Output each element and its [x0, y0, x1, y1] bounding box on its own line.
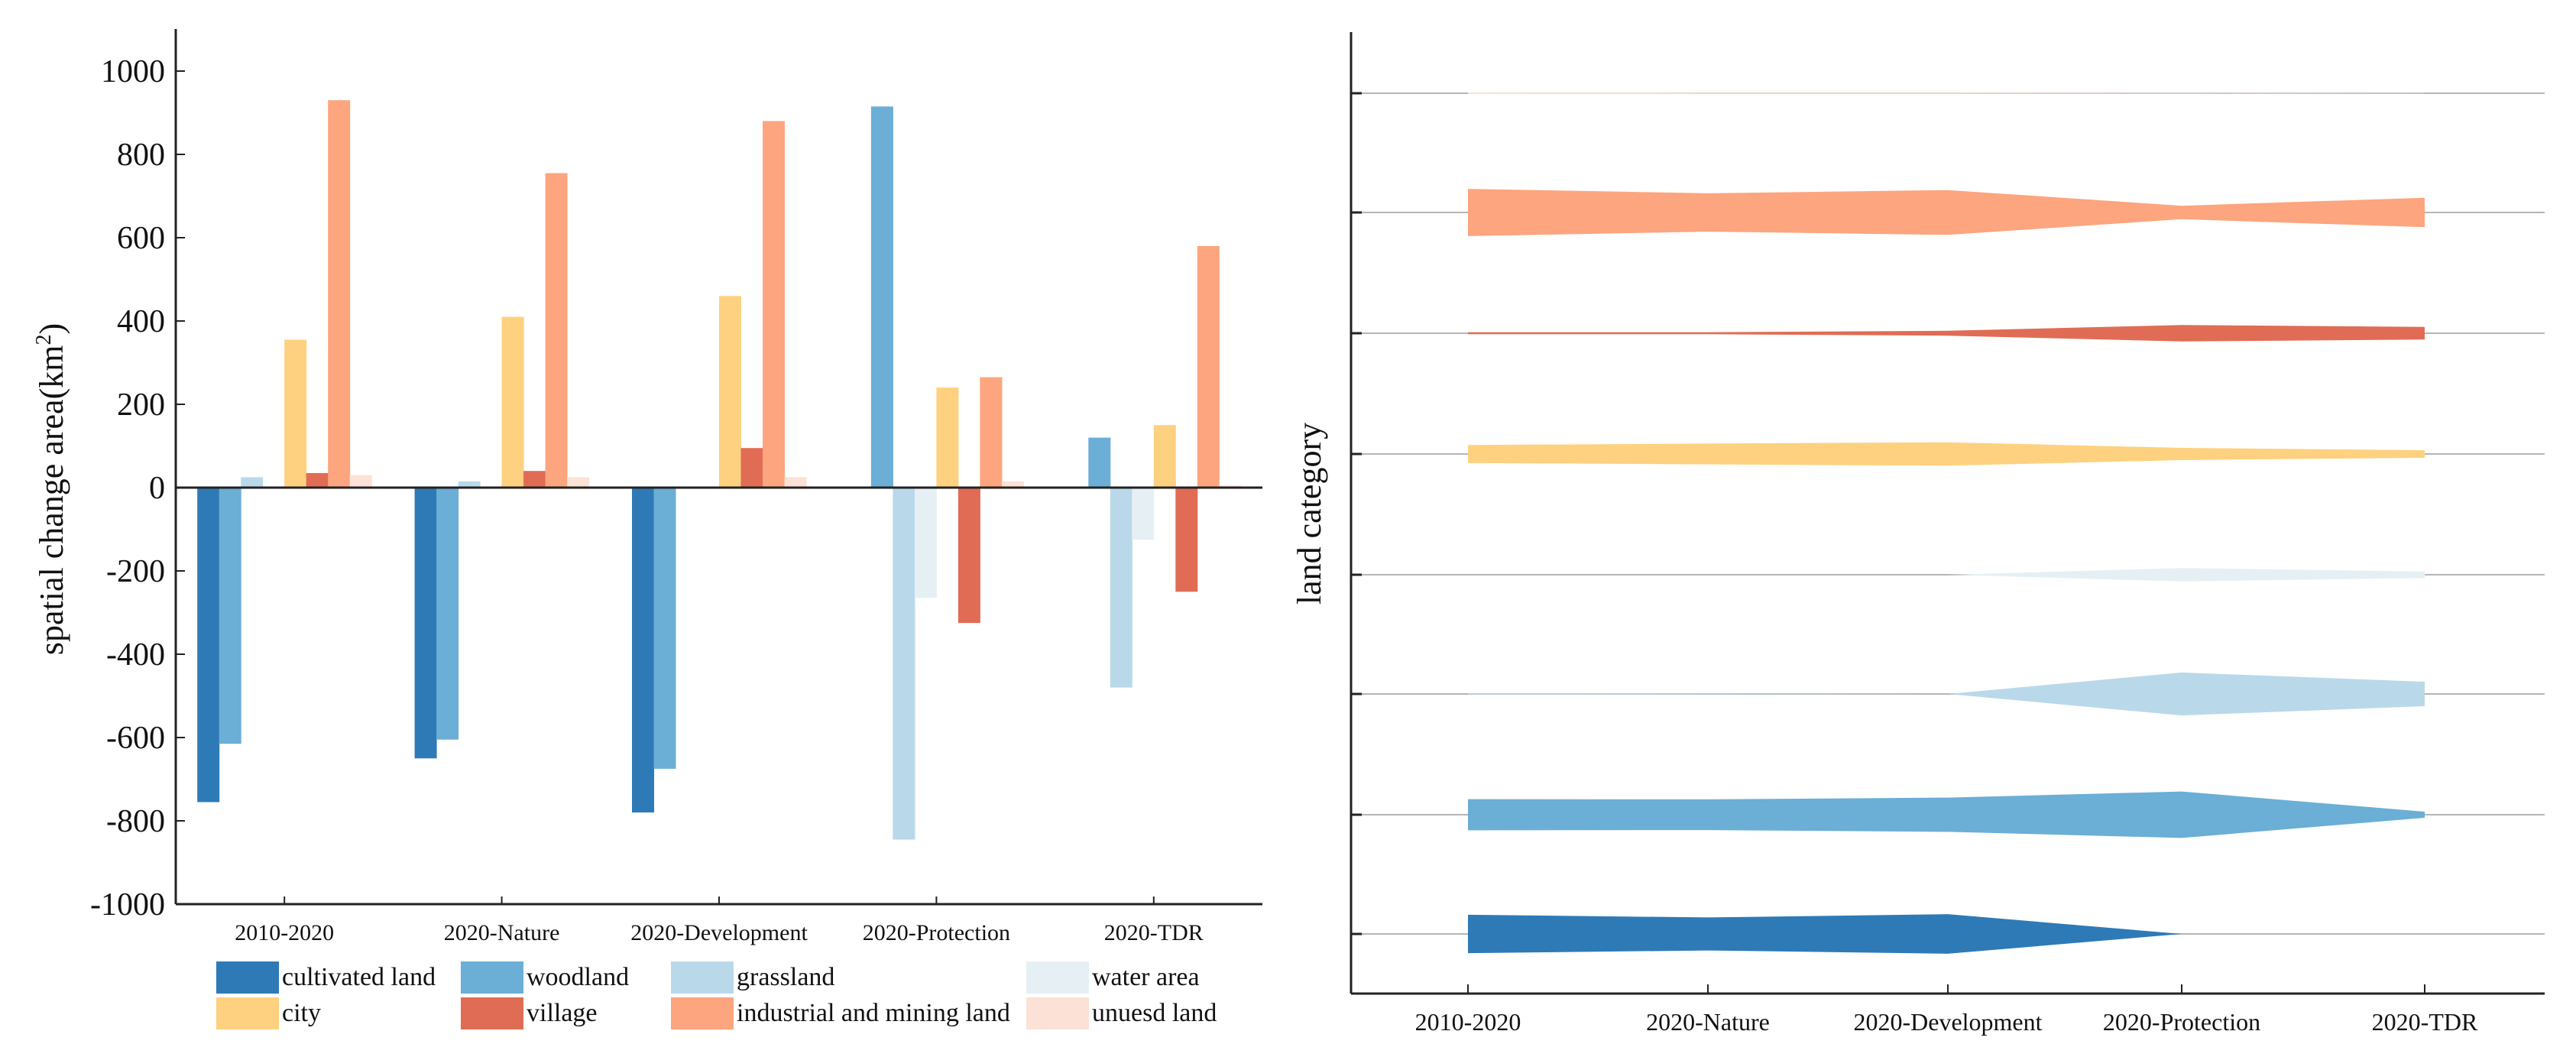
bar-city-2010-2020	[284, 339, 307, 488]
bar-cultivated-land-2020-Nature	[414, 488, 437, 759]
bar-x-tick-label: 2020-Nature	[444, 920, 560, 945]
band-cultivated-land	[1468, 914, 2425, 954]
bar-water-area-2020-Protection	[914, 488, 937, 598]
band-village	[1468, 325, 2425, 342]
legend-swatch	[461, 961, 523, 994]
legend-swatch	[671, 961, 734, 994]
bar-grassland-2010-2020	[241, 477, 264, 488]
bar-village-2020-Nature	[523, 471, 546, 488]
bar-woodland-2020-TDR	[1088, 437, 1111, 488]
bar-y-tick-label: 600	[117, 221, 165, 256]
band-industrial-and-mining-land	[1468, 189, 2425, 236]
legend: cultivated land woodland grassland water ar…	[216, 961, 1217, 1029]
bar-industrial-and-mining-land-2010-2020	[328, 100, 351, 488]
bar-woodland-2010-2020	[219, 488, 241, 744]
bar-industrial-and-mining-land-2020-Nature	[545, 173, 568, 488]
bar-city-2020-Nature	[501, 316, 524, 488]
band-x-tick-label: 2010-2020	[1415, 1008, 1521, 1036]
bar-y-tick-label: 1000	[101, 54, 165, 89]
legend-item: water area	[1026, 961, 1200, 994]
bar-unuesd-land-2020-Nature	[567, 477, 590, 488]
bar-y-tick-label: -400	[106, 637, 165, 673]
bar-industrial-and-mining-land-2020-Development	[763, 121, 785, 488]
bar-unuesd-land-2020-Protection	[1001, 481, 1024, 488]
bar-village-2020-TDR	[1175, 488, 1198, 592]
band-x-tick-label: 2020-Development	[1853, 1008, 2042, 1036]
legend-swatch	[671, 997, 734, 1029]
bar-industrial-and-mining-land-2020-TDR	[1197, 245, 1220, 488]
bar-y-tick-label: 800	[117, 138, 165, 173]
bar-grassland-2020-Protection	[893, 488, 915, 840]
band-x-tick-label: 2020-Nature	[1646, 1008, 1770, 1036]
legend-swatch	[1026, 961, 1089, 994]
bar-y-tick-label: -1000	[90, 887, 165, 922]
bar-y-tick-label: -200	[106, 554, 165, 589]
bar-x-tick-label: 2010-2020	[235, 920, 334, 945]
band-city	[1468, 442, 2425, 466]
bar-city-2020-Development	[719, 296, 741, 488]
bar-village-2020-Development	[740, 448, 763, 488]
legend-label: grassland	[737, 963, 834, 991]
bar-x-tick-label: 2020-Protection	[863, 920, 1010, 945]
bar-industrial-and-mining-land-2020-Protection	[980, 377, 1003, 488]
bar-water-area-2020-TDR	[1132, 488, 1155, 540]
legend-item: grassland	[671, 961, 834, 994]
bar-unuesd-land-2020-Development	[784, 477, 807, 488]
legend-label: woodland	[527, 963, 629, 991]
bar-x-tick-label: 2020-TDR	[1104, 920, 1204, 945]
legend-item: unuesd land	[1026, 997, 1217, 1029]
legend-label: unuesd land	[1092, 999, 1217, 1027]
bar-unuesd-land-2010-2020	[349, 475, 372, 488]
legend-item: city	[216, 997, 321, 1029]
bar-woodland-2020-Nature	[436, 488, 459, 740]
legend-item: village	[461, 997, 598, 1029]
legend-item: cultivated land	[216, 961, 436, 994]
legend-label: village	[527, 999, 598, 1027]
band-plot-area	[1468, 92, 2425, 954]
legend-label: water area	[1092, 963, 1200, 991]
band-x-ticks: 2010-2020 2020-Nature 2020-Development 2020…	[1415, 984, 2478, 1036]
band-grassland	[1468, 672, 2425, 716]
bar-x-tick-label: 2020-Development	[630, 920, 808, 945]
bar-city-2020-TDR	[1153, 425, 1176, 488]
bar-cultivated-land-2020-Development	[632, 488, 654, 813]
bar-cultivated-land-2010-2020	[197, 488, 220, 802]
bar-woodland-2020-Development	[653, 488, 676, 769]
bar-village-2010-2020	[306, 472, 329, 488]
bar-y-tick-label: -600	[106, 721, 165, 756]
legend-label: industrial and mining land	[737, 999, 1010, 1027]
bar-grassland-2020-TDR	[1110, 488, 1132, 688]
band-x-tick-label: 2020-TDR	[2372, 1008, 2478, 1036]
bar-village-2020-Protection	[957, 488, 980, 624]
legend-label: cultivated land	[282, 963, 436, 991]
bar-y-axis-label: spatial change area(km2)	[32, 323, 70, 655]
legend-swatch	[216, 997, 279, 1029]
band-water-area	[1468, 568, 2425, 582]
band-x-tick-label: 2020-Protection	[2103, 1008, 2260, 1036]
bar-grassland-2020-Nature	[458, 481, 481, 488]
legend-swatch	[461, 997, 523, 1029]
legend-swatch	[1026, 997, 1089, 1029]
bar-y-ticks: -1000 -800 -600 -400 -200 0 200 400 600 800 1000	[90, 54, 185, 922]
band-woodland	[1468, 791, 2425, 838]
band-unuesd-land	[1468, 92, 2425, 94]
band-chart-panel: 2010-2020 2020-Nature 2020-Development 2020…	[1291, 32, 2545, 1036]
bar-x-ticks: 2010-2020 2020-Nature 2020-Development 2020…	[235, 897, 1204, 945]
bar-y-tick-label: -800	[106, 804, 165, 839]
band-axes	[1350, 32, 2545, 995]
legend-swatch	[216, 961, 279, 994]
bar-y-tick-label: 200	[117, 387, 165, 423]
band-y-axis-label: land category	[1291, 423, 1328, 605]
bar-chart-panel: -1000 -800 -600 -400 -200 0 200 400 600 800 1000 2…	[32, 29, 1262, 945]
bar-city-2020-Protection	[936, 387, 959, 488]
legend-label: city	[282, 999, 321, 1027]
bar-woodland-2020-Protection	[870, 106, 893, 488]
bar-plot-area	[197, 100, 1242, 840]
bar-y-tick-label: 400	[117, 304, 165, 339]
legend-item: woodland	[461, 961, 629, 994]
bar-y-tick-label: 0	[149, 471, 165, 506]
legend-item: industrial and mining land	[671, 997, 1010, 1029]
